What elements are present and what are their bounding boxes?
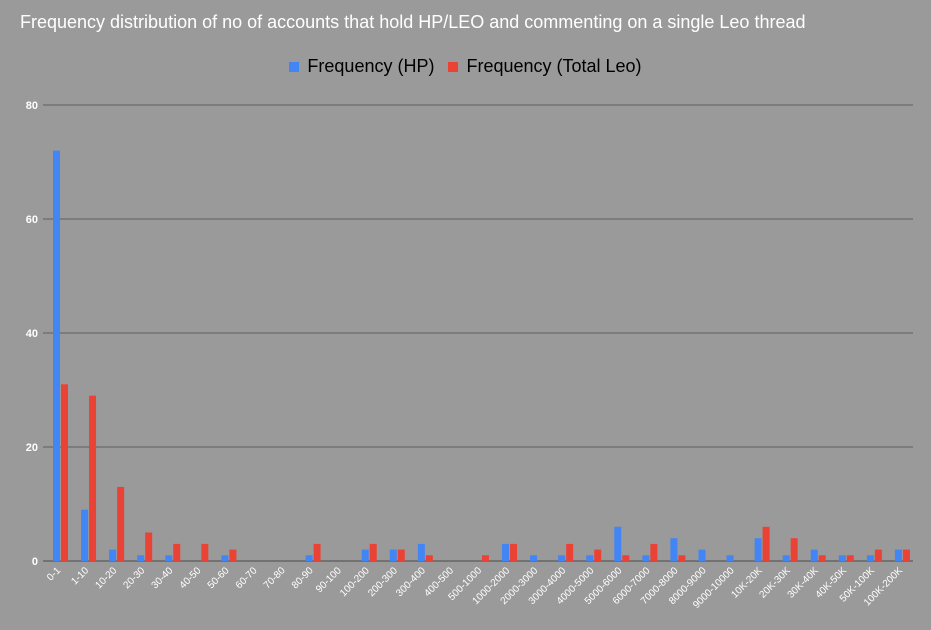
bar-hp bbox=[586, 555, 594, 561]
bar-hp bbox=[754, 538, 762, 561]
bar-hp bbox=[698, 549, 706, 561]
bar-leo bbox=[762, 526, 770, 561]
bar-leo bbox=[650, 543, 658, 561]
x-tick-label: 1-10 bbox=[69, 565, 91, 587]
y-tick-label: 20 bbox=[26, 442, 38, 454]
bar-hp bbox=[838, 555, 846, 561]
x-tick-label: 50-60 bbox=[206, 565, 232, 591]
legend-swatch-leo bbox=[448, 61, 459, 72]
legend-label-hp: Frequency (HP) bbox=[307, 56, 435, 76]
x-tick-label: 300-400 bbox=[394, 565, 428, 599]
x-tick-label: 100-200 bbox=[338, 565, 372, 599]
y-tick-label: 40 bbox=[26, 328, 38, 340]
bar-leo bbox=[818, 555, 826, 561]
bar-leo bbox=[622, 555, 630, 561]
bar-leo bbox=[566, 543, 574, 561]
bar-leo bbox=[874, 549, 882, 561]
legend: Frequency (HP) Frequency (Total Leo) bbox=[0, 56, 931, 77]
x-tick-label: 20-30 bbox=[121, 565, 147, 591]
bar-leo bbox=[173, 543, 181, 561]
chart-title: Frequency distribution of no of accounts… bbox=[20, 12, 806, 32]
bar-hp bbox=[866, 555, 874, 561]
bar-hp bbox=[894, 549, 902, 561]
x-tick-label: 70-80 bbox=[262, 565, 288, 591]
x-tick-label: 200-300 bbox=[366, 565, 400, 599]
bar-hp bbox=[810, 549, 818, 561]
bar-hp bbox=[165, 555, 173, 561]
bar-leo bbox=[902, 549, 910, 561]
bar-leo bbox=[89, 395, 97, 561]
x-tick-label: 30-40 bbox=[150, 565, 176, 591]
bar-hp bbox=[361, 549, 369, 561]
bar-leo bbox=[369, 543, 377, 561]
bar-leo bbox=[61, 384, 68, 561]
x-tick-label: 0-1 bbox=[45, 565, 63, 583]
bar-hp bbox=[305, 555, 313, 561]
bar-leo bbox=[397, 549, 405, 561]
bar-hp bbox=[109, 549, 117, 561]
bar-leo bbox=[678, 555, 686, 561]
x-tick-label: 10-20 bbox=[93, 565, 119, 591]
bar-leo bbox=[481, 555, 489, 561]
bar-leo bbox=[790, 538, 798, 561]
y-tick-label: 0 bbox=[32, 556, 38, 568]
bar-hp bbox=[642, 555, 650, 561]
legend-item-leo: Frequency (Total Leo) bbox=[448, 56, 642, 77]
bar-hp bbox=[137, 555, 145, 561]
x-tick-label: 60-70 bbox=[234, 565, 260, 591]
bar-hp bbox=[81, 509, 89, 561]
bar-leo bbox=[510, 543, 518, 561]
y-tick-label: 60 bbox=[26, 214, 38, 226]
bar-hp bbox=[502, 543, 510, 561]
bar-leo bbox=[846, 555, 854, 561]
bar-hp bbox=[726, 555, 734, 561]
bar-hp bbox=[417, 543, 425, 561]
legend-item-hp: Frequency (HP) bbox=[289, 56, 434, 77]
bar-hp bbox=[389, 549, 397, 561]
bar-hp bbox=[670, 538, 678, 561]
bar-leo bbox=[201, 543, 209, 561]
bar-hp bbox=[221, 555, 229, 561]
x-tick-label: 40-50 bbox=[178, 565, 204, 591]
legend-swatch-hp bbox=[289, 61, 300, 72]
bar-hp bbox=[530, 555, 538, 561]
bar-hp bbox=[782, 555, 790, 561]
bar-leo bbox=[145, 532, 153, 561]
bar-hp bbox=[53, 150, 60, 561]
bar-leo bbox=[313, 543, 321, 561]
bar-leo bbox=[117, 486, 125, 561]
bar-hp bbox=[558, 555, 566, 561]
x-tick-label: 80-90 bbox=[290, 565, 316, 591]
legend-label-leo: Frequency (Total Leo) bbox=[466, 56, 642, 76]
bar-hp bbox=[614, 526, 622, 561]
bar-leo bbox=[425, 555, 433, 561]
y-tick-label: 80 bbox=[26, 100, 38, 112]
bar-leo bbox=[229, 549, 237, 561]
bar-leo bbox=[594, 549, 602, 561]
